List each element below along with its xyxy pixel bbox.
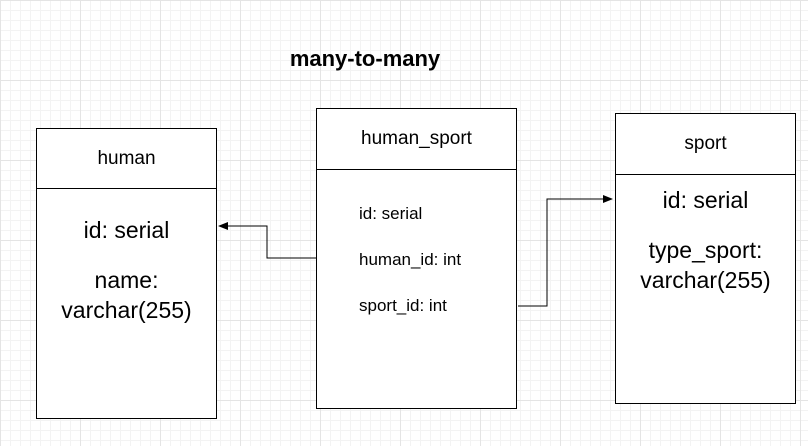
entity-header: human_sport	[317, 109, 516, 170]
entity-header: sport	[616, 114, 795, 175]
field-id: id: serial	[83, 217, 170, 243]
field-type-sport-type: varchar(255)	[640, 267, 771, 293]
entity-fields: id: serial human_id: int sport_id: int	[317, 170, 516, 341]
entity-human[interactable]: human id: serial name: varchar(255)	[36, 128, 217, 419]
field-id: id: serial	[662, 187, 749, 213]
field-sport-id: sport_id: int	[359, 296, 447, 315]
entity-fields: id: serial type_sport: varchar(255)	[616, 175, 795, 295]
field-human-id: human_id: int	[359, 250, 462, 269]
entity-name: human	[97, 147, 156, 169]
entity-human-sport[interactable]: human_sport id: serial human_id: int spo…	[316, 108, 517, 409]
entity-fields: id: serial name: varchar(255)	[37, 189, 216, 325]
entity-name: human_sport	[361, 128, 472, 149]
entity-name: sport	[684, 133, 727, 154]
field-type-sport: type_sport:	[648, 237, 763, 263]
field-id: id: serial	[359, 204, 423, 223]
diagram-title: many-to-many	[289, 46, 441, 71]
connector-sport-id[interactable]	[518, 195, 613, 307]
connector-human-id[interactable]	[218, 222, 316, 259]
field-name: name:	[94, 267, 159, 293]
entity-header: human	[37, 129, 216, 189]
entity-sport[interactable]: sport id: serial type_sport: varchar(255…	[615, 113, 796, 404]
field-name-type: varchar(255)	[61, 297, 192, 323]
